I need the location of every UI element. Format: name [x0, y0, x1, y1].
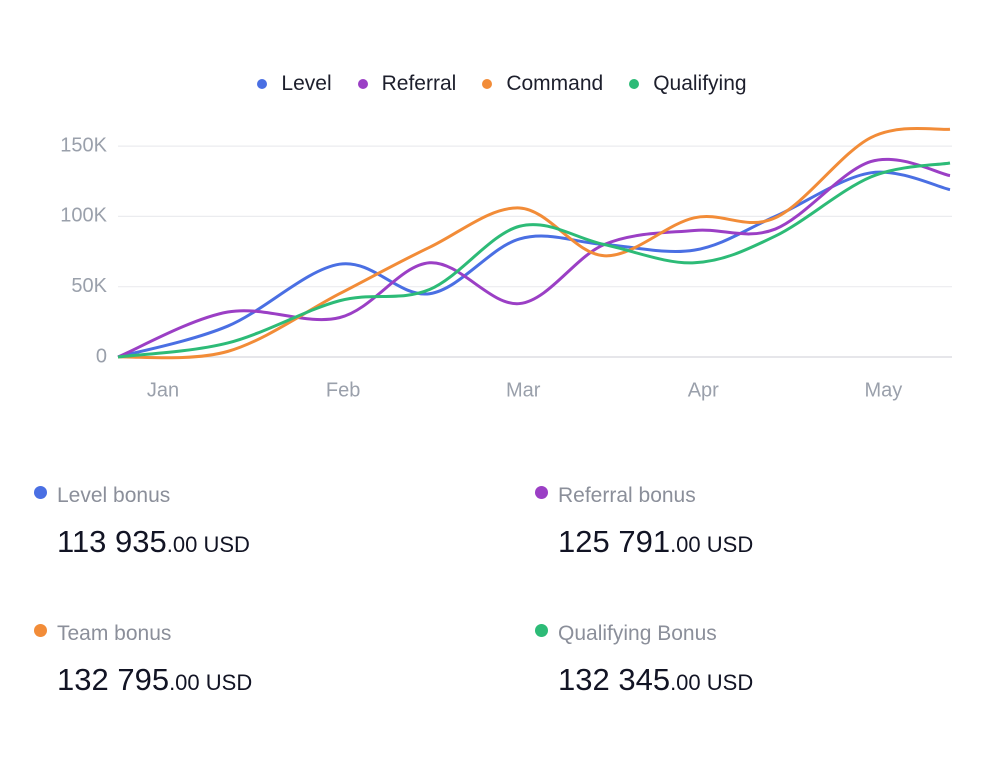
bonus-card: Referral bonus 125 791.00 USD	[535, 484, 998, 560]
legend-label: Referral	[381, 72, 457, 95]
legend-item: Qualifying	[629, 72, 747, 96]
bonus-card: Qualifying Bonus 132 345.00 USD	[535, 622, 998, 698]
legend-swatch	[629, 79, 640, 89]
bonus-card: Team bonus 132 795.00 USD	[34, 622, 497, 698]
line-series	[117, 157, 951, 359]
legend-swatch	[257, 79, 268, 89]
x-tick-label: May	[864, 379, 902, 401]
amount-suffix: .00 USD	[670, 532, 754, 557]
card-label: Referral bonus	[558, 484, 696, 507]
legend-item: Command	[482, 72, 603, 96]
x-tick-label: Mar	[506, 379, 541, 401]
card-label: Qualifying Bonus	[558, 622, 717, 645]
legend-swatch	[482, 79, 493, 89]
line-series	[117, 161, 951, 359]
amount-suffix: .00 USD	[166, 532, 250, 557]
card-dot	[535, 486, 548, 499]
y-tick-label: 0	[96, 345, 107, 367]
card-amount: 125 791.00 USD	[558, 524, 998, 560]
card-label: Level bonus	[57, 484, 171, 507]
amount-value: 125 791	[558, 524, 671, 559]
x-tick-label: Feb	[326, 379, 360, 401]
legend-label: Level	[281, 72, 332, 95]
amount-value: 132 795	[57, 662, 170, 697]
line-series	[117, 126, 951, 360]
card-dot	[34, 486, 47, 499]
legend-swatch	[357, 79, 368, 89]
line-series	[117, 170, 951, 359]
card-amount: 132 345.00 USD	[558, 662, 998, 698]
chart: 0 50K 100K 150K Jan Feb Mar Apr May	[60, 126, 952, 401]
card-dot	[535, 624, 548, 637]
legend-label: Command	[506, 72, 604, 95]
card-amount: 113 935.00 USD	[57, 524, 497, 560]
legend-item: Level	[257, 72, 332, 96]
y-tick-label: 150K	[60, 134, 107, 156]
legend: Level Referral Command Qualifying	[0, 72, 1004, 96]
bonus-card: Level bonus 113 935.00 USD	[34, 484, 497, 560]
amount-value: 113 935	[57, 524, 167, 559]
legend-label: Qualifying	[653, 72, 747, 95]
x-tick-label: Apr	[688, 379, 719, 401]
y-tick-label: 50K	[71, 275, 107, 297]
card-amount: 132 795.00 USD	[57, 662, 497, 698]
x-tick-label: Jan	[147, 379, 179, 401]
legend-item: Referral	[357, 72, 457, 96]
card-dot	[34, 624, 47, 637]
amount-suffix: .00 USD	[169, 670, 253, 695]
card-label: Team bonus	[57, 622, 172, 645]
amount-value: 132 345	[558, 662, 671, 697]
y-tick-label: 100K	[60, 205, 107, 227]
amount-suffix: .00 USD	[670, 670, 754, 695]
